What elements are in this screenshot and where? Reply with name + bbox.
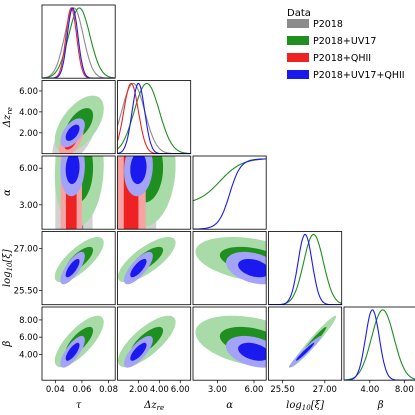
panel-frame bbox=[117, 231, 192, 306]
x-tick-label: 8.00 bbox=[395, 385, 414, 395]
x-tick-label: 27.00 bbox=[313, 385, 337, 395]
contour-68-p2018-uv17-qhii bbox=[65, 342, 80, 361]
x-axis-label-dz_re: Δzre bbox=[143, 400, 164, 412]
x-tick-label: 4.00 bbox=[360, 385, 379, 395]
legend-swatch bbox=[287, 53, 309, 62]
y-tick-label: 6.00 bbox=[19, 87, 38, 97]
x-tick-label: 6.00 bbox=[171, 385, 190, 395]
y-tick-label: 25.50 bbox=[14, 287, 38, 297]
y-tick-label: 8.00 bbox=[19, 316, 38, 326]
x-tick-label: 0.08 bbox=[99, 385, 118, 395]
marginal-p2018-uv17 bbox=[268, 233, 342, 305]
marginal-p2018-uv17-qhii bbox=[268, 233, 342, 305]
marginal-p2018-uv17-qhii bbox=[42, 7, 116, 79]
x-axis-label-beta: β bbox=[377, 400, 384, 411]
contour-68-p2018-uv17-qhii bbox=[65, 156, 80, 185]
x-tick-label: 2.00 bbox=[129, 385, 148, 395]
legend-swatch bbox=[287, 19, 309, 28]
marginal-p2018-uv17-qhii bbox=[193, 158, 267, 230]
panel-dz_re-beta bbox=[117, 306, 192, 381]
x-tick-label: 4.00 bbox=[150, 385, 169, 395]
y-tick-label: 3.00 bbox=[19, 201, 38, 211]
marginal-p2018-uv17-qhii bbox=[117, 82, 191, 154]
y-axis-label-beta: β bbox=[2, 340, 13, 347]
contour-68-p2018-uv17-qhii bbox=[65, 259, 80, 278]
marginal-p2018 bbox=[117, 82, 191, 154]
y-axis-label-log10_xi: log10[ξ] bbox=[2, 249, 14, 287]
panel-frame bbox=[41, 4, 116, 79]
legend-label: P2018+UV17 bbox=[313, 36, 376, 47]
panel-alpha-beta bbox=[192, 306, 267, 381]
y-tick-label: 6.00 bbox=[19, 164, 38, 174]
panel-frame bbox=[41, 155, 116, 230]
x-tick-label: 0.06 bbox=[72, 385, 91, 395]
panel-beta-beta bbox=[343, 306, 415, 381]
panel-log10_xi-beta bbox=[268, 306, 343, 381]
y-axis-label-dz_re: Δzre bbox=[2, 107, 14, 128]
marginal-p2018-uv17 bbox=[42, 7, 116, 79]
panel-frame bbox=[117, 155, 192, 230]
legend-label: P2018+UV17+QHII bbox=[313, 70, 405, 81]
contour-68-p2018-uv17-qhii bbox=[238, 342, 267, 361]
legend-label: P2018 bbox=[313, 19, 343, 30]
x-tick-label: 0.04 bbox=[46, 385, 65, 395]
panel-dz_re-alpha bbox=[117, 155, 192, 230]
panel-frame bbox=[268, 306, 343, 381]
y-tick-label: 4.00 bbox=[19, 108, 38, 118]
panel-frame bbox=[41, 231, 116, 306]
panel-tau-alpha bbox=[41, 155, 116, 230]
panel-frame bbox=[343, 306, 415, 381]
panel-frame bbox=[192, 155, 267, 230]
panel-frame bbox=[117, 306, 192, 381]
contour-68-p2018-uv17-qhii bbox=[65, 124, 80, 141]
x-axis-label-log10_xi: log10[ξ] bbox=[286, 400, 324, 412]
panel-frame bbox=[192, 231, 267, 306]
x-tick-label: 25.50 bbox=[270, 385, 294, 395]
panel-tau-beta bbox=[41, 306, 116, 381]
panel-alpha-alpha bbox=[192, 155, 267, 230]
panel-frame bbox=[41, 306, 116, 381]
panel-log10_xi-log10_xi bbox=[268, 231, 343, 306]
panel-alpha-log10_xi bbox=[192, 231, 267, 306]
y-tick-label: 2.00 bbox=[19, 129, 38, 139]
legend-swatch bbox=[287, 70, 309, 79]
contour-68-p2018-uv17-qhii bbox=[130, 156, 147, 185]
x-axis-label-alpha: α bbox=[226, 400, 233, 411]
panel-tau-log10_xi bbox=[41, 231, 116, 306]
y-tick-label: 6.00 bbox=[19, 333, 38, 343]
panel-dz_re-dz_re bbox=[117, 80, 192, 155]
contour-68-p2018-uv17-qhii bbox=[296, 342, 315, 361]
legend-swatch bbox=[287, 36, 309, 45]
marginal-p2018-qhii bbox=[117, 82, 191, 154]
panel-dz_re-log10_xi bbox=[117, 231, 192, 306]
panel-frame bbox=[268, 231, 343, 306]
contour-68-p2018-uv17-qhii bbox=[238, 259, 267, 278]
panel-tau-dz_re bbox=[41, 80, 116, 155]
contour-68-p2018-uv17-qhii bbox=[130, 342, 147, 361]
marginal-p2018-uv17 bbox=[117, 82, 191, 154]
panel-tau-tau bbox=[41, 4, 116, 79]
y-axis-label-alpha: α bbox=[2, 189, 13, 196]
legend: Data P2018 P2018+UV17 P2018+QHII P2018+UV17… bbox=[287, 8, 405, 81]
legend-title: Data bbox=[287, 8, 311, 19]
panel-frame bbox=[117, 80, 192, 155]
y-tick-label: 27.00 bbox=[14, 244, 38, 254]
panel-frame bbox=[192, 306, 267, 381]
x-axis-label-tau: τ bbox=[76, 400, 82, 411]
x-tick-label: 3.00 bbox=[208, 385, 227, 395]
panel-frame bbox=[41, 80, 116, 155]
x-tick-label: 6.00 bbox=[245, 385, 264, 395]
marginal-p2018-uv17-qhii bbox=[344, 309, 415, 381]
y-tick-label: 4.00 bbox=[19, 350, 38, 360]
contour-68-p2018-uv17-qhii bbox=[130, 259, 147, 278]
marginal-p2018-uv17 bbox=[344, 309, 415, 381]
legend-entries: P2018 P2018+UV17 P2018+QHII P2018+UV17+QHII bbox=[287, 19, 405, 81]
legend-label: P2018+QHII bbox=[313, 53, 371, 64]
